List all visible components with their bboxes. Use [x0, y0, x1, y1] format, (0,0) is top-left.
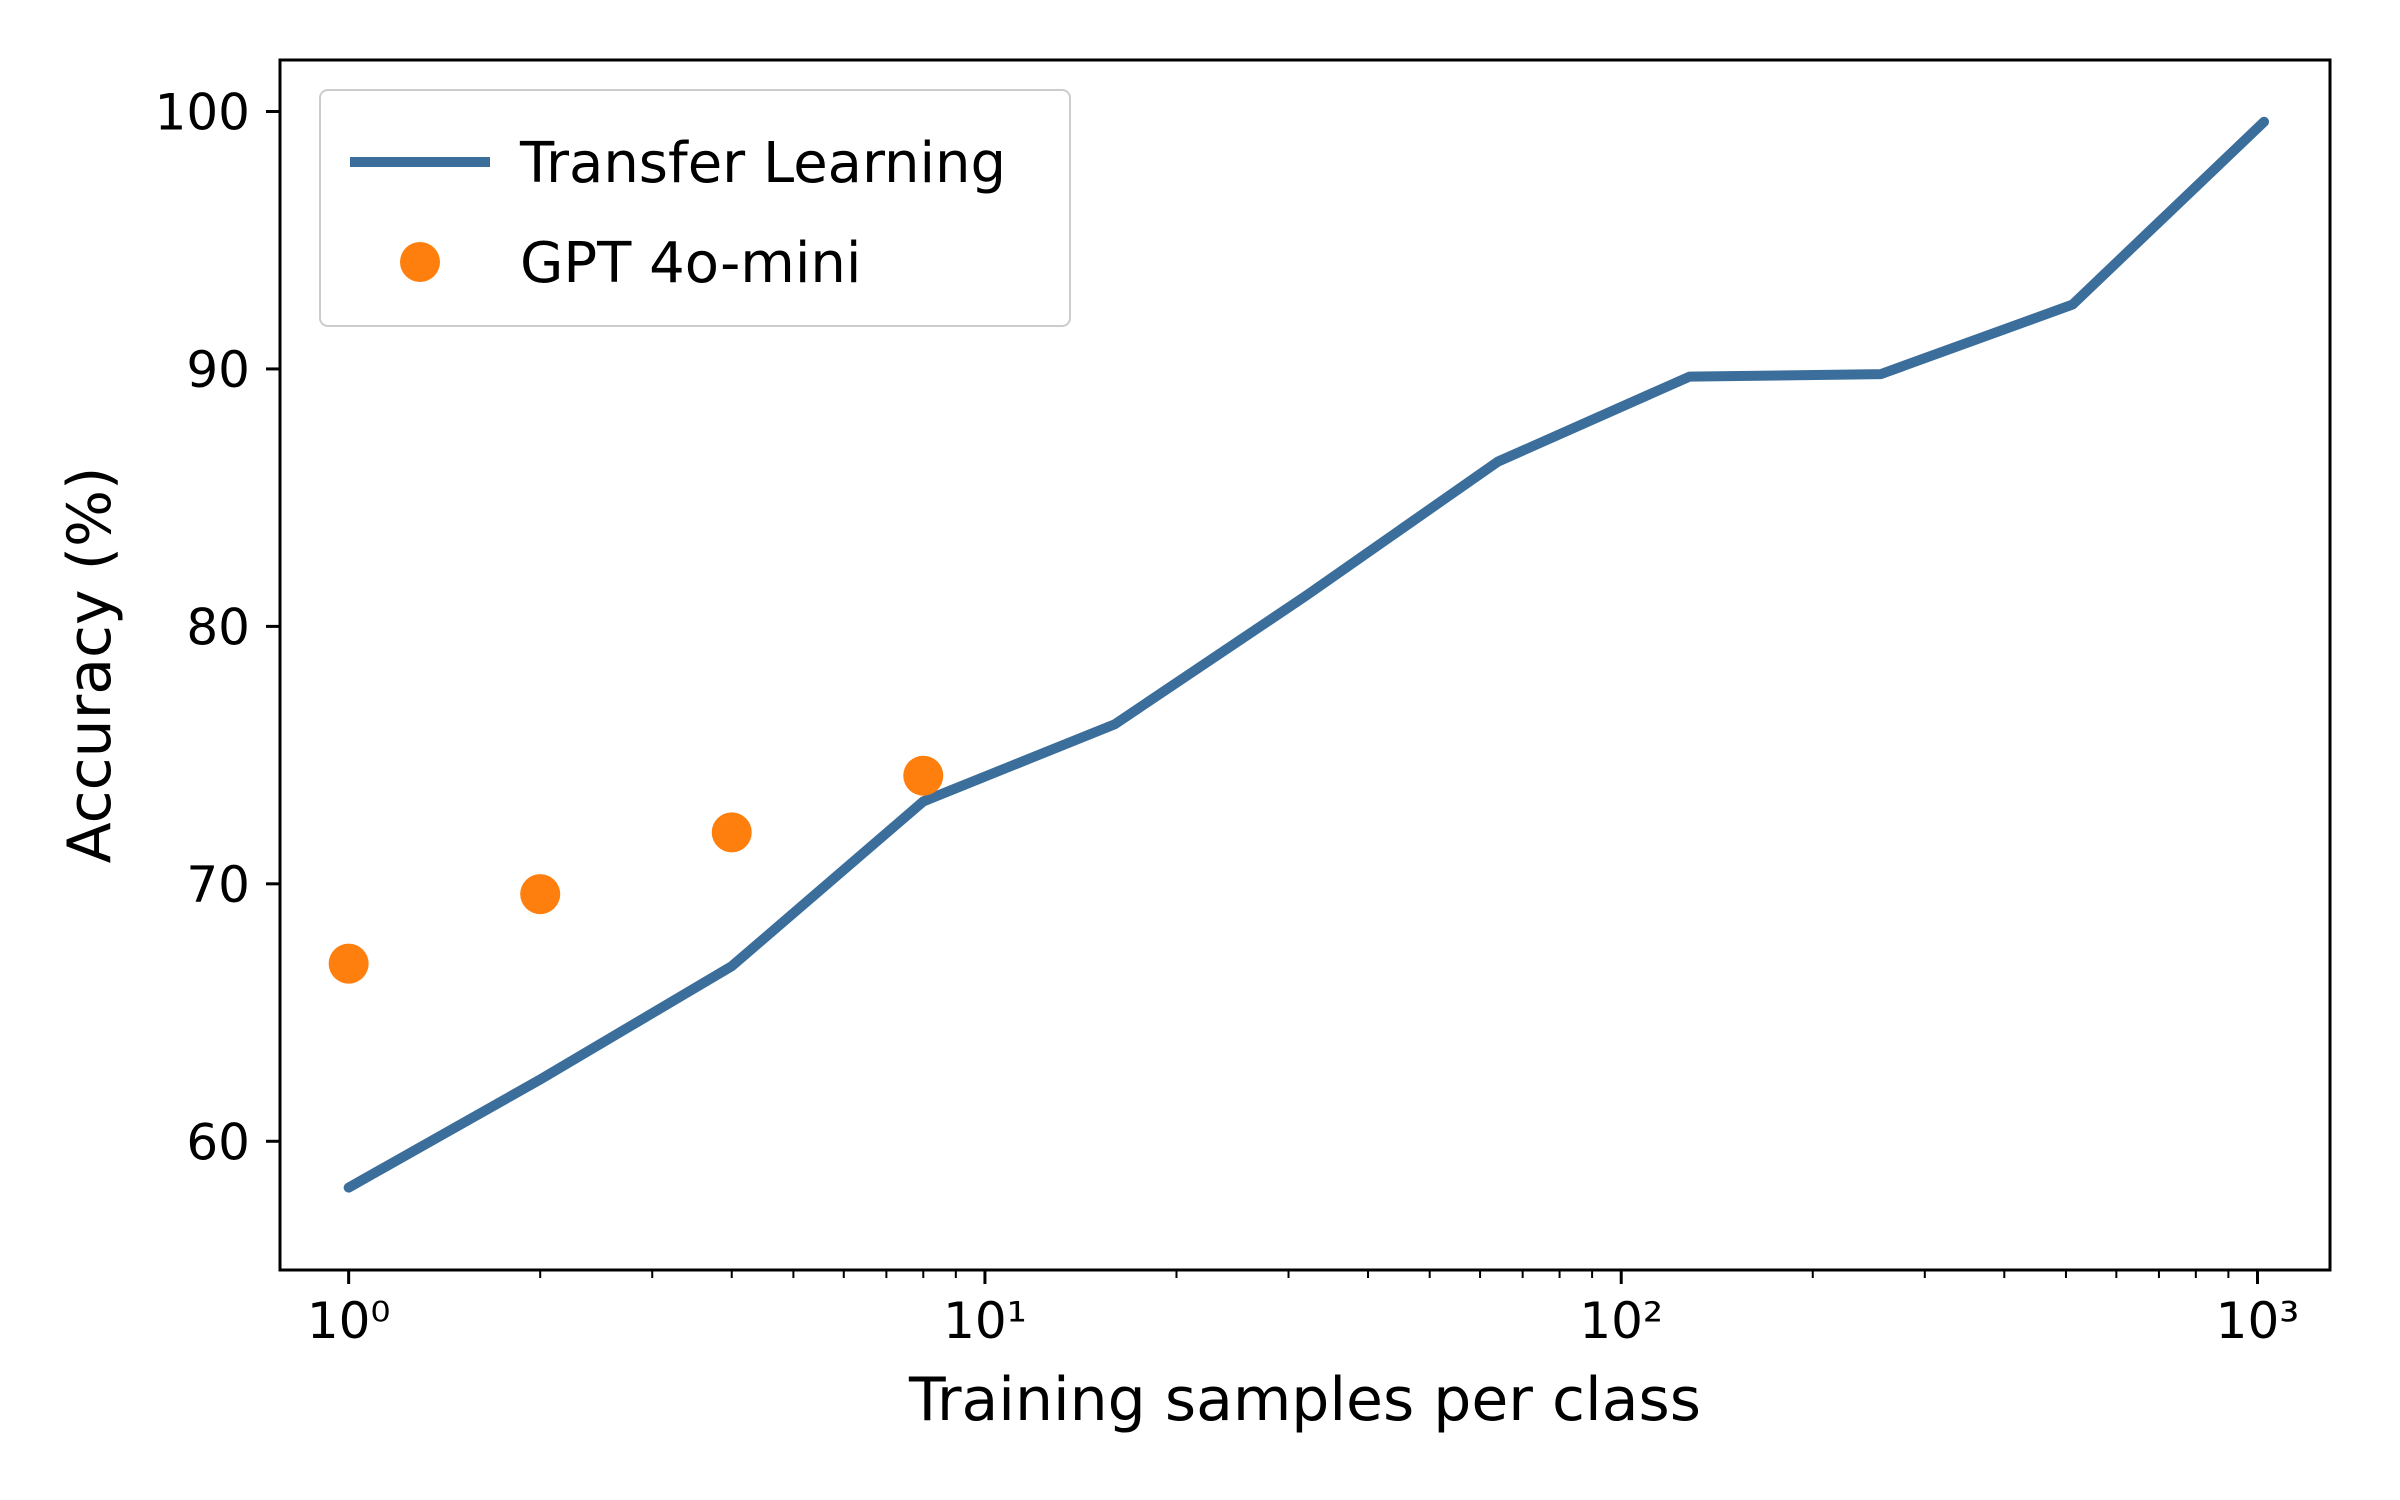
series-point-1: [903, 756, 943, 796]
chart-container: 10⁰ 10¹ 10² 10³ Training samples per class 60…: [0, 0, 2400, 1500]
legend-dot-icon: [400, 242, 440, 282]
x-axis-label: Training samples per class: [908, 1365, 1701, 1435]
x-tick-label: 10¹: [943, 1292, 1027, 1350]
x-tick-label: 10³: [2216, 1292, 2300, 1350]
series-point-1: [329, 944, 369, 984]
x-tick-label: 10²: [1579, 1292, 1663, 1350]
y-axis-label: Accuracy (%): [55, 467, 125, 864]
y-tick-label: 90: [186, 341, 250, 399]
legend-item-label: Transfer Learning: [519, 131, 1006, 196]
legend: Transfer Learning GPT 4o-mini: [320, 90, 1070, 326]
legend-item-label: GPT 4o-mini: [520, 231, 861, 296]
y-tick-label: 80: [186, 598, 250, 656]
y-tick-label: 60: [186, 1113, 250, 1171]
chart-svg: 10⁰ 10¹ 10² 10³ Training samples per class 60…: [0, 0, 2400, 1500]
x-tick-label: 10⁰: [307, 1292, 391, 1350]
series-point-1: [712, 812, 752, 852]
series-point-1: [520, 874, 560, 914]
y-tick-label: 100: [155, 83, 250, 141]
y-tick-label: 70: [186, 856, 250, 914]
